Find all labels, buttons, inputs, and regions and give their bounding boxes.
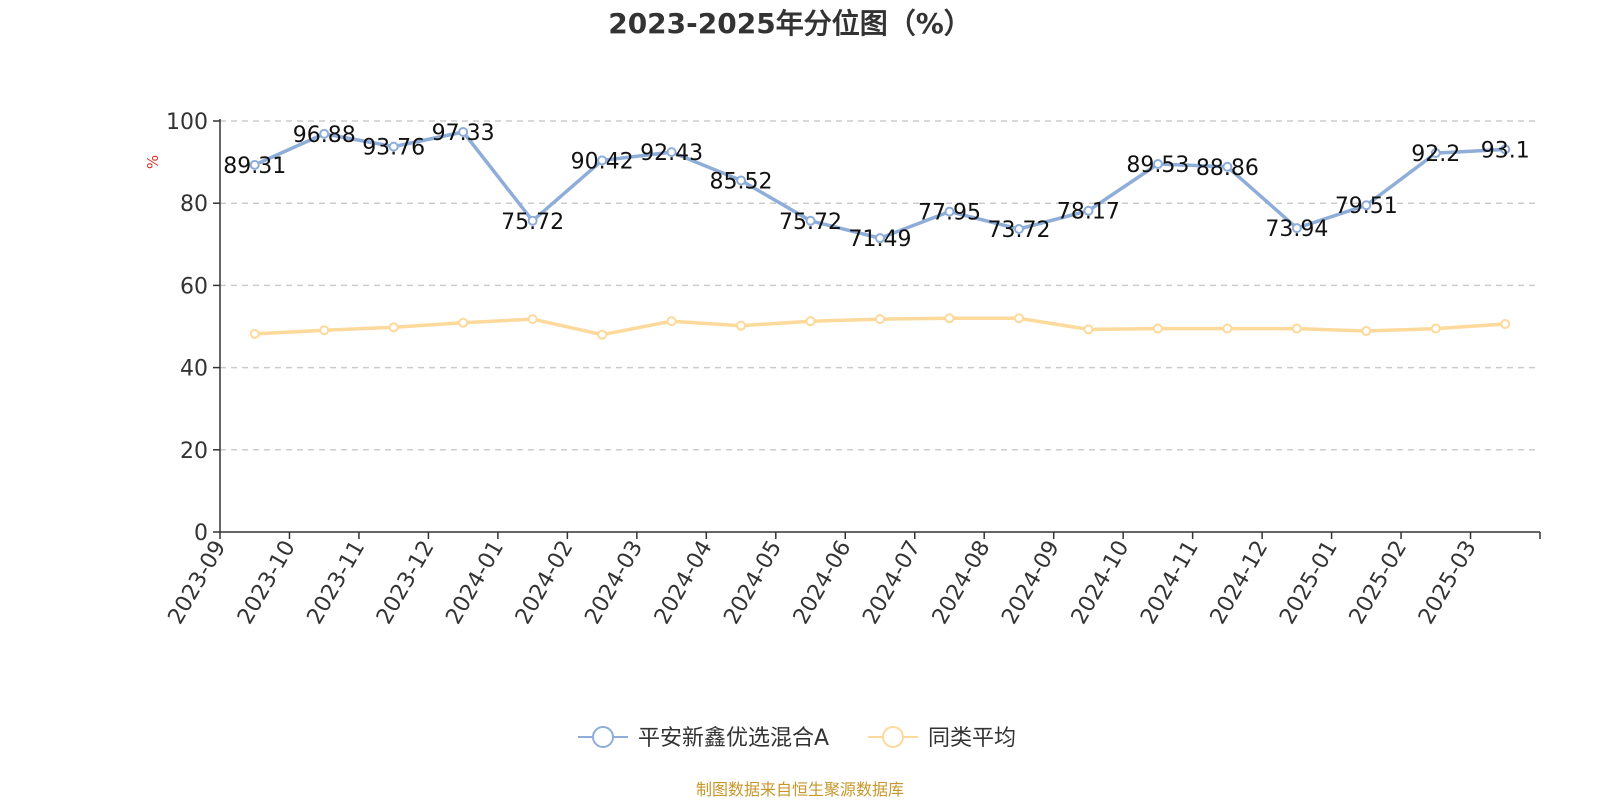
source-note: 制图数据来自恒生聚源数据库 [696, 780, 904, 799]
data-point[interactable] [875, 233, 885, 244]
legend-item-average[interactable]: 同类平均 [868, 726, 1016, 751]
data-point[interactable] [527, 314, 538, 325]
data-point[interactable] [388, 141, 399, 152]
x-tick-label: 2023-09 [164, 537, 232, 629]
data-point[interactable] [1291, 323, 1302, 334]
x-tick-label: 2024-06 [789, 537, 857, 629]
data-point[interactable] [1152, 323, 1163, 334]
data-point[interactable] [736, 175, 747, 186]
y-tick-label: 60 [180, 274, 208, 299]
legend: 平安新鑫优选混合A 同类平均 [578, 726, 1016, 751]
data-label: 73.72 [987, 218, 1050, 243]
data-point[interactable] [736, 320, 747, 331]
data-point[interactable] [875, 314, 885, 325]
data-point[interactable] [527, 215, 538, 226]
x-tick-label: 2023-10 [233, 537, 301, 629]
data-label: 75.72 [779, 210, 842, 235]
data-label: 97.33 [432, 121, 495, 146]
data-point[interactable] [1361, 200, 1372, 211]
data-point[interactable] [597, 155, 608, 166]
x-tick-label: 2024-04 [650, 537, 718, 629]
y-tick-label: 0 [194, 521, 208, 546]
x-tick-label: 2023-12 [372, 537, 440, 629]
data-point[interactable] [597, 329, 608, 340]
x-tick-label: 2024-02 [511, 537, 579, 629]
data-label: 85.52 [710, 170, 773, 195]
axes: 0 20 40 60 80 100 2023-09 2023-10 2023-11 2023-12… [164, 110, 1541, 629]
x-tick-label: 2025-03 [1414, 537, 1482, 629]
data-point[interactable] [666, 147, 677, 158]
series-average [249, 313, 1511, 340]
data-point[interactable] [1500, 319, 1511, 330]
x-tick-label: 2025-02 [1345, 537, 1413, 629]
circle-line-icon [592, 726, 614, 748]
x-tick-label: 2023-11 [303, 537, 371, 629]
data-point[interactable] [944, 206, 955, 217]
data-point[interactable] [1083, 205, 1094, 216]
legend-label-main: 平安新鑫优选混合A [638, 726, 829, 751]
data-point[interactable] [1361, 326, 1372, 337]
data-point[interactable] [1291, 223, 1302, 234]
data-point[interactable] [249, 328, 260, 339]
data-point[interactable] [1152, 159, 1163, 170]
y-tick-label: 40 [180, 357, 208, 382]
data-label: 71.49 [849, 227, 912, 252]
x-tick-label: 2024-03 [580, 537, 648, 629]
data-point[interactable] [944, 313, 955, 324]
legend-item-main[interactable]: 平安新鑫优选混合A [578, 726, 829, 751]
x-tick-label: 2024-01 [441, 537, 509, 629]
data-label: 92.43 [640, 141, 703, 166]
data-label: 89.53 [1126, 153, 1189, 178]
data-point[interactable] [1500, 144, 1511, 155]
data-label: 77.95 [918, 201, 981, 226]
data-label: 89.31 [223, 154, 286, 179]
data-point[interactable] [1222, 161, 1233, 172]
x-tick-label: 2024-07 [858, 537, 926, 629]
data-label: 75.72 [501, 210, 564, 235]
data-point[interactable] [1013, 313, 1024, 324]
data-label: 88.86 [1196, 156, 1259, 181]
y-tick-label: 80 [180, 192, 208, 217]
data-label: 78.17 [1057, 200, 1120, 225]
data-label: 93.1 [1481, 138, 1530, 163]
circle-line-icon [882, 726, 904, 748]
data-point[interactable] [458, 126, 469, 137]
data-point[interactable] [1430, 148, 1441, 159]
x-tick-label: 2025-01 [1275, 537, 1343, 629]
data-label: 93.76 [362, 136, 425, 161]
x-tick-label: 2024-10 [1067, 537, 1135, 629]
data-point[interactable] [319, 128, 330, 139]
data-point[interactable] [805, 316, 816, 327]
y-tick-label: 100 [166, 110, 208, 135]
y-axis-unit: % [144, 155, 162, 169]
data-point[interactable] [1013, 224, 1024, 235]
grid-lines [220, 120, 1540, 451]
series-layer [249, 126, 1511, 340]
data-label: 96.88 [293, 123, 356, 148]
data-point[interactable] [666, 316, 677, 327]
data-point[interactable] [319, 325, 330, 336]
x-tick-label: 2024-12 [1206, 537, 1274, 629]
data-label: 79.51 [1335, 194, 1398, 219]
data-point[interactable] [388, 322, 399, 333]
series-main [249, 126, 1511, 244]
data-label: 73.94 [1265, 217, 1328, 242]
data-point[interactable] [1430, 323, 1441, 334]
legend-label-average: 同类平均 [928, 726, 1016, 751]
x-tick-label: 2024-11 [1136, 537, 1204, 629]
x-tick-label: 2024-05 [719, 537, 787, 629]
data-point[interactable] [458, 317, 469, 328]
data-label: 90.42 [571, 149, 634, 174]
data-point[interactable] [249, 159, 260, 170]
chart-title: 2023-2025年分位图（%） [608, 7, 972, 40]
data-point[interactable] [1083, 324, 1094, 335]
y-tick-label: 20 [180, 439, 208, 464]
data-label: 92.2 [1411, 142, 1460, 167]
data-point[interactable] [1222, 323, 1233, 334]
x-tick-label: 2024-08 [928, 536, 996, 628]
data-point[interactable] [805, 215, 816, 226]
x-tick-label: 2024-09 [997, 537, 1065, 629]
